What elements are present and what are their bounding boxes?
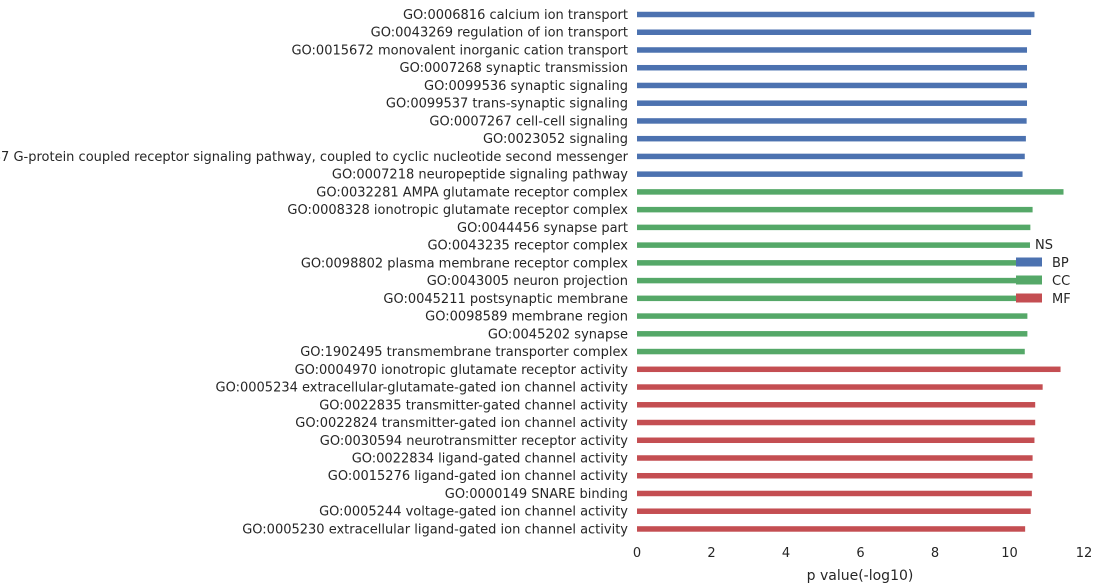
bar-mf [637, 419, 1036, 426]
bar-bp [637, 100, 1028, 106]
category-labels: GO:0006816 calcium ion transport GO:00432… [0, 8, 629, 537]
category-label: GO:0045202 synapse [488, 327, 628, 342]
category-label: GO:0000149 SNARE binding [445, 487, 628, 502]
legend-label-bp: BP [1052, 256, 1069, 271]
category-label: GO:0015672 monovalent inorganic cation t… [291, 43, 628, 58]
category-label: GO:0043005 neuron projection [427, 274, 628, 289]
category-label: GO:0022824 transmitter-gated ion channel… [295, 416, 628, 431]
legend-label-cc: CC [1052, 274, 1070, 289]
category-label: GO:0098589 membrane region [425, 310, 628, 325]
bar-mf [637, 508, 1031, 514]
category-label: GO:0032281 AMPA glutamate receptor compl… [316, 185, 628, 200]
bar-bp [637, 118, 1027, 124]
x-tick-label: 12 [1076, 546, 1093, 561]
category-label: GO:0005230 extracellular ligand-gated io… [242, 522, 628, 537]
bar-bp [637, 11, 1035, 18]
bar-bp [637, 153, 1025, 160]
bar-bp [637, 29, 1032, 35]
bars-layer [637, 11, 1064, 532]
legend-swatch-bp [1016, 257, 1042, 267]
legend-entries: BP CC MF [1016, 256, 1071, 307]
x-axis-label: p value(-log10) [807, 568, 914, 584]
bar-mf [637, 384, 1043, 390]
category-label: GO:0007218 neuropeptide signaling pathwa… [332, 168, 628, 183]
category-label: GO:0005244 voltage-gated ion channel act… [319, 505, 628, 520]
category-label: GO:0007187 G-protein coupled receptor si… [0, 150, 629, 165]
bar-mf [637, 455, 1033, 461]
bar-mf [637, 366, 1061, 373]
category-label: GO:0004970 ionotropic glutamate receptor… [295, 363, 629, 378]
legend-label-mf: MF [1052, 292, 1071, 307]
bar-mf [637, 526, 1026, 532]
bar-bp [637, 135, 1026, 142]
category-label: GO:0043235 receptor complex [427, 239, 628, 254]
bar-mf [637, 437, 1035, 444]
x-tick-label: 4 [782, 546, 790, 561]
bar-mf [637, 472, 1033, 479]
bar-cc [637, 331, 1028, 337]
legend-title: NS [1035, 238, 1053, 253]
x-axis-ticks: 0 2 4 6 8 10 12 [633, 546, 1092, 561]
bar-mf [637, 402, 1036, 408]
category-label: GO:0022834 ligand-gated channel activity [352, 452, 629, 467]
bar-cc [637, 224, 1031, 231]
category-label: GO:0008328 ionotropic glutamate receptor… [287, 203, 628, 218]
legend: NS BP CC MF [1016, 238, 1071, 307]
x-tick-label: 0 [633, 546, 641, 561]
category-label: GO:1902495 transmembrane transporter com… [300, 345, 628, 360]
bar-cc [637, 348, 1025, 355]
category-label: GO:0043269 regulation of ion transport [371, 26, 628, 41]
bar-cc [637, 313, 1028, 319]
bar-mf [637, 490, 1032, 497]
category-label: GO:0098802 plasma membrane receptor comp… [301, 256, 628, 271]
bar-cc [637, 295, 1028, 302]
bar-cc [637, 206, 1033, 213]
bar-bp [637, 171, 1023, 177]
category-label: GO:0044456 synapse part [457, 221, 628, 236]
category-label: GO:0099536 synaptic signaling [424, 79, 628, 94]
bar-bp [637, 82, 1028, 89]
x-tick-label: 2 [707, 546, 715, 561]
bar-cc [637, 260, 1028, 266]
category-label: GO:0006816 calcium ion transport [403, 8, 628, 23]
category-label: GO:0022835 transmitter-gated channel act… [319, 398, 628, 413]
bar-bp [637, 64, 1028, 71]
legend-swatch-cc [1016, 275, 1042, 285]
category-label: GO:0005234 extracellular-glutamate-gated… [216, 381, 629, 396]
legend-swatch-mf [1016, 293, 1042, 303]
bar-cc [637, 242, 1030, 248]
category-label: GO:0007268 synaptic transmission [400, 61, 628, 76]
x-tick-label: 6 [856, 546, 864, 561]
x-tick-label: 8 [931, 546, 939, 561]
category-label: GO:0023052 signaling [483, 132, 628, 147]
bar-bp [637, 47, 1028, 53]
bar-cc [637, 189, 1064, 195]
category-label: GO:0015276 ligand-gated ion channel acti… [328, 469, 629, 484]
category-label: GO:0007267 cell-cell signaling [429, 114, 628, 129]
category-label: GO:0045211 postsynaptic membrane [383, 292, 628, 307]
bar-cc [637, 277, 1028, 284]
category-label: GO:0030594 neurotransmitter receptor act… [320, 434, 629, 449]
x-tick-label: 10 [1001, 546, 1018, 561]
category-label: GO:0099537 trans-synaptic signaling [386, 97, 628, 112]
